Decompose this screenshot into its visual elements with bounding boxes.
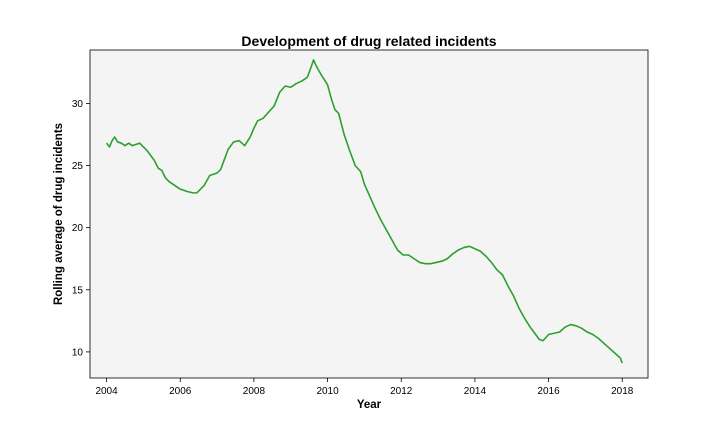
x-tick-label: 2018	[611, 386, 634, 397]
y-tick-label: 10	[72, 347, 84, 358]
x-tick-label: 2006	[169, 386, 192, 397]
y-tick-label: 20	[72, 223, 84, 234]
x-tick-label: 2010	[316, 386, 339, 397]
x-tick-label: 2014	[464, 386, 487, 397]
x-axis: 2004 2006 2008 2010 2012 2014 2016 2018	[95, 378, 634, 397]
x-tick-label: 2008	[243, 386, 266, 397]
x-tick-label: 2016	[537, 386, 560, 397]
plot-area	[90, 50, 648, 378]
y-tick-label: 30	[72, 99, 84, 110]
y-tick-label: 25	[72, 161, 84, 172]
chart-title: Development of drug related incidents	[241, 33, 496, 49]
x-tick-label: 2012	[390, 386, 413, 397]
plot-frame	[89, 49, 649, 379]
y-axis: 10 15 20 25 30	[72, 99, 90, 358]
y-axis-label: Rolling average of drug incidents	[53, 123, 65, 305]
x-axis-label: Year	[357, 399, 382, 411]
y-tick-label: 15	[72, 285, 84, 296]
series-line	[105, 59, 623, 364]
x-tick-label: 2004	[95, 386, 118, 397]
